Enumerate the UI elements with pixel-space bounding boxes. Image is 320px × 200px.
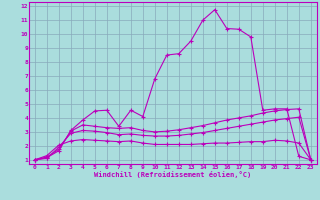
X-axis label: Windchill (Refroidissement éolien,°C): Windchill (Refroidissement éolien,°C) bbox=[94, 171, 252, 178]
